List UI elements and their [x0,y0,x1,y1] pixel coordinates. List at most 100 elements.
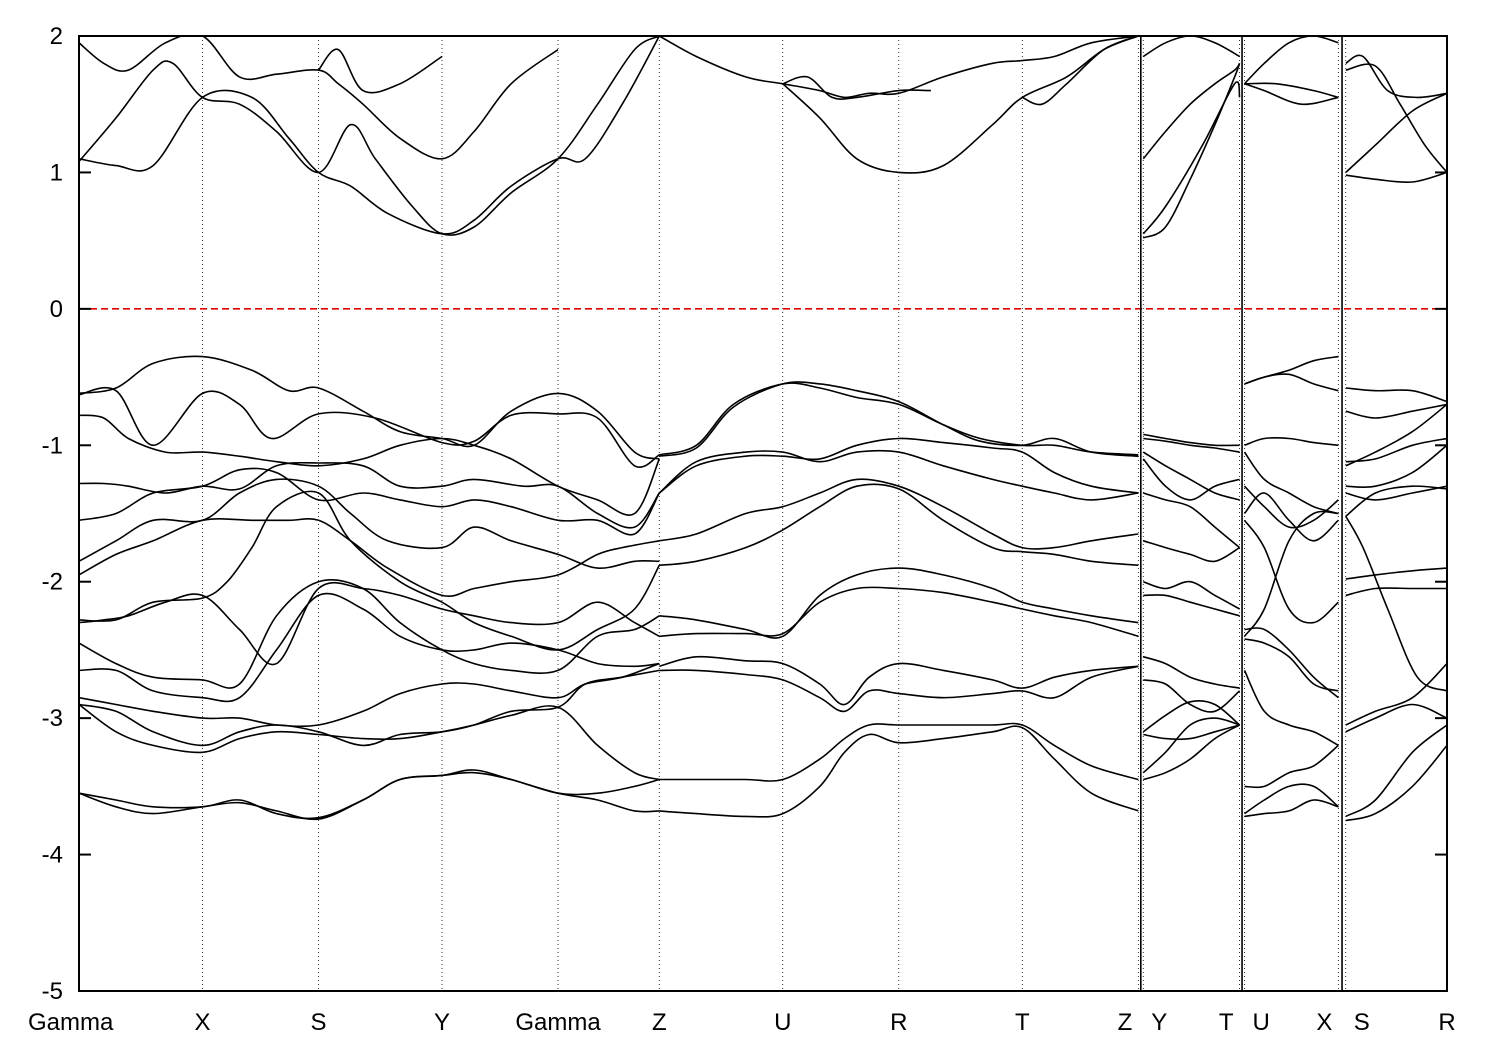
band-line-77 [1345,403,1447,467]
band-line-83 [1345,587,1447,597]
x-tick-label: Gamma [515,1009,601,1036]
y-tick-label: -2 [42,569,63,596]
x-tick-label: S [1354,1009,1370,1036]
x-tick-label: Y [434,1009,450,1036]
band-line-48 [1143,437,1240,453]
x-tick-label: X [194,1009,210,1036]
band-line-46 [659,725,1139,818]
band-line-13 [1244,83,1339,106]
band-line-67 [1243,510,1339,637]
band-line-38 [658,449,1139,501]
band-line-3 [317,48,443,94]
band-line-23 [79,467,661,536]
band-line-54 [1143,594,1240,617]
band-line-79 [1345,444,1447,489]
band-line-65 [1243,485,1339,529]
band-line-64 [1243,451,1339,515]
band-line-80 [1345,485,1447,501]
x-tick-label: R [1438,1009,1455,1036]
band-line-63 [1244,436,1339,447]
band-line-50 [1142,458,1240,501]
band-line-4 [658,36,1139,99]
x-tick-label: Z [1118,1009,1133,1036]
vertical-gridlines [202,36,1347,991]
band-line-37 [658,437,1139,494]
x-tick-label: U [774,1009,791,1036]
band-line-29 [79,592,660,703]
band-line-7 [1021,36,1139,106]
band-line-15 [1345,171,1447,184]
band-line-74 [1244,799,1339,818]
band-line-58 [1142,717,1240,774]
band-line-5 [782,36,1139,174]
x-tick-label: Y [1151,1009,1167,1036]
band-line-51 [1143,492,1241,549]
y-tick-label: 2 [50,23,63,50]
plot-frame [78,35,1448,992]
band-line-72 [1244,744,1339,789]
band-line-86 [1345,724,1447,818]
band-line-45 [659,722,1139,782]
band-line-68 [1243,519,1339,624]
band-line-19 [79,355,660,460]
band-line-88 [1345,515,1447,692]
band-line-28 [79,579,660,689]
band-line-11 [1142,36,1240,58]
band-line-87 [1345,744,1447,822]
band-line-36 [659,381,1139,457]
y-axis-ticks: 2 1 0 -1 -2 -3 -4 -5 [42,23,1447,1005]
band-line-53 [1143,580,1240,610]
band-line-24 [79,478,660,569]
band-line-47 [1143,433,1240,447]
x-tick-label: S [311,1009,327,1036]
band-line-35 [659,382,1139,456]
band-line-32 [79,703,660,781]
band-line-60 [1143,724,1240,741]
band-lines [79,36,1447,822]
band-line-78 [1345,437,1447,463]
band-line-75 [1345,387,1447,403]
band-line-43 [659,655,1139,706]
band-line-59 [1143,724,1240,781]
band-line-56 [1143,679,1241,713]
band-line-9 [1142,62,1241,160]
band-line-71 [1243,670,1339,747]
y-tick-label: -1 [42,432,63,459]
band-line-52 [1143,540,1241,563]
band-line-12 [1243,36,1339,85]
band-line-81 [1345,485,1447,517]
x-tick-label: Z [652,1009,667,1036]
band-line-69 [1244,627,1339,699]
band-line-27 [79,581,660,666]
y-tick-label: 1 [50,159,63,186]
x-tick-label: X [1316,1009,1332,1036]
band-line-16 [1345,92,1447,173]
x-tick-label: T [1015,1009,1030,1036]
band-line-44 [659,665,1139,713]
band-line-14 [1244,82,1339,99]
band-line-6 [782,75,931,100]
band-line-39 [659,478,1139,550]
x-tick-label: U [1253,1009,1270,1036]
band-line-8 [1142,63,1241,239]
band-line-55 [1143,656,1240,689]
band-line-17 [1345,63,1447,173]
band-line-42 [659,586,1139,638]
band-line-82 [1345,567,1447,580]
band-line-30 [79,662,660,728]
band-line-73 [1244,783,1339,815]
y-tick-label: -4 [42,842,63,869]
band-line-34 [79,769,660,821]
band-line-1 [79,36,660,236]
y-tick-label: -3 [42,705,63,732]
band-line-20 [79,386,660,468]
band-line-40 [659,483,1139,567]
band-line-62 [1244,373,1339,392]
band-line-22 [79,461,660,529]
band-line-85 [1345,703,1447,733]
band-line-76 [1345,403,1447,419]
band-line-10 [1142,81,1241,235]
x-axis-ticks: Gamma X S Y Gamma Z U R T Z Y T U X S R [28,1009,1456,1036]
x-tick-label: T [1219,1009,1234,1036]
